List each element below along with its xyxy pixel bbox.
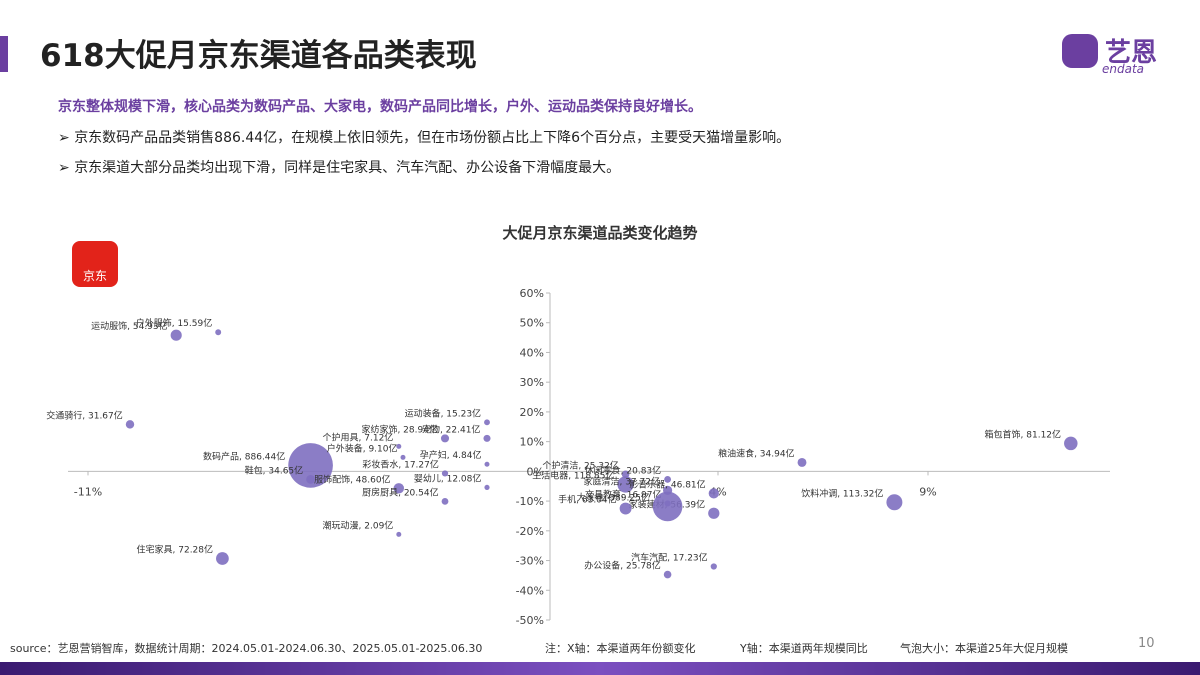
- data-label: 厨房厨具, 20.54亿: [362, 486, 439, 498]
- note: Y轴：本渠道两年规模同比: [740, 642, 868, 655]
- bubble: [288, 443, 333, 488]
- bullet: 京东渠道大部分品类均出现下滑，同样是住宅家具、汽车汽配、办公设备下滑幅度最大。: [58, 157, 620, 177]
- bubble: [125, 420, 135, 429]
- y-tick-label: -10%: [516, 495, 544, 508]
- bubble: [621, 470, 630, 479]
- bubble: [396, 443, 402, 449]
- x-tick-label: 9%: [919, 485, 936, 498]
- page-title: 618大促月京东渠道各品类表现: [40, 38, 477, 74]
- bubble: [170, 329, 182, 341]
- y-tick-label: 20%: [520, 406, 544, 419]
- y-tick-label: -30%: [516, 555, 544, 568]
- data-label: 大家电, 389.25亿: [577, 491, 650, 503]
- data-label: 饮料冲调, 113.32亿: [801, 487, 883, 499]
- bubble: [484, 419, 490, 426]
- data-label: 手机, 63.04亿: [558, 494, 617, 506]
- bubble: [396, 531, 402, 537]
- data-label: 户外装备, 9.10亿: [327, 442, 398, 454]
- bubble: [617, 476, 634, 493]
- bubble: [708, 507, 720, 519]
- page-number: 10: [1138, 636, 1155, 651]
- data-label: 箱包首饰, 81.12亿: [985, 428, 1062, 440]
- y-tick-label: 40%: [520, 346, 544, 359]
- data-label: 运动服饰, 54.93亿: [91, 320, 168, 332]
- bubble: [710, 563, 717, 570]
- data-label: 服饰配饰, 48.60亿: [314, 473, 391, 485]
- x-tick-label: -11%: [74, 485, 102, 498]
- bubble: [216, 552, 229, 565]
- logo-subtext: endata: [1102, 62, 1145, 76]
- bubble: [708, 488, 719, 499]
- data-label: 交通骑行, 31.67亿: [46, 409, 123, 421]
- jd-badge: 京东: [72, 241, 118, 287]
- data-label: 休闲零食, 20.83亿: [585, 464, 662, 476]
- data-label: 家纺家饰, 28.94亿: [361, 423, 438, 435]
- data-label: 生活电器, 118.85亿: [532, 469, 614, 481]
- bubble: [440, 434, 450, 443]
- y-tick-label: 50%: [520, 317, 544, 330]
- bubble: [483, 434, 491, 442]
- data-label: 粮油速食, 34.94亿: [718, 447, 795, 459]
- bubble: [400, 454, 406, 460]
- bubble: [484, 461, 490, 467]
- bubble: [797, 458, 807, 467]
- data-label: 办公设备, 25.78亿: [584, 560, 661, 572]
- bubble: [215, 329, 222, 336]
- data-label: 个护用具, 7.12亿: [323, 431, 394, 443]
- data-label: 户外服饰, 15.59亿: [136, 317, 213, 329]
- data-label: 宠物, 22.41亿: [422, 423, 481, 435]
- bubble: [441, 470, 449, 477]
- source: source：艺恩营销智库，数据统计周期：2024.05.01-2024.06.…: [10, 642, 483, 655]
- bubble: [663, 570, 672, 579]
- data-label: 数码产品, 886.44亿: [203, 450, 285, 462]
- bubble: [393, 483, 405, 494]
- bubble: [619, 502, 632, 515]
- data-label: 影音乐器, 46.81亿: [629, 478, 706, 490]
- bubble: [652, 491, 683, 522]
- chart-title: 大促月京东渠道品类变化趋势: [502, 224, 697, 242]
- bubble: [484, 484, 490, 491]
- data-label: 家庭清洁, 37.72亿: [583, 475, 660, 487]
- data-label: 文具教育, 16.97亿: [585, 488, 662, 500]
- data-label: 婴幼儿, 12.08亿: [414, 472, 482, 484]
- y-tick-label: -20%: [516, 525, 544, 538]
- accent-bar: [0, 36, 8, 72]
- data-label: 孕产妇, 4.84亿: [420, 449, 482, 461]
- data-label: 个护清洁, 25.32亿: [542, 459, 619, 471]
- data-label: 汽车汽配, 17.23亿: [631, 551, 708, 563]
- data-label: 彩妆香水, 17.27亿: [362, 458, 439, 470]
- bullet: 京东数码产品品类销售886.44亿，在规模上依旧领先，但在市场份额占比上下降6个…: [58, 127, 790, 147]
- bottom-band: [0, 662, 1200, 675]
- y-tick-label: -40%: [516, 584, 544, 597]
- note: 气泡大小：本渠道25年大促月规模: [900, 642, 1068, 655]
- bubble: [886, 494, 903, 511]
- data-label: 住宅家具, 72.28亿: [137, 543, 214, 555]
- logo-mark: [1062, 34, 1098, 68]
- logo-text: 艺恩: [1105, 38, 1158, 68]
- bubble: [306, 474, 316, 484]
- y-tick-label: 0%: [527, 465, 544, 478]
- y-tick-label: -50%: [516, 614, 544, 627]
- bubble: [664, 475, 672, 483]
- data-label: 潮玩动漫, 2.09亿: [323, 519, 394, 531]
- y-tick-label: 30%: [520, 376, 544, 389]
- summary: 京东整体规模下滑，核心品类为数码产品、大家电，数码产品同比增长，户外、运动品类保…: [58, 99, 702, 115]
- data-label: 运动装备, 15.23亿: [405, 407, 482, 419]
- bubble: [441, 497, 449, 505]
- y-tick-label: 60%: [520, 287, 544, 300]
- note: 注：X轴：本渠道两年份额变化: [545, 642, 696, 655]
- bubble: [1064, 436, 1078, 451]
- data-label: 鞋包, 34.65亿: [245, 464, 304, 476]
- y-tick-label: 10%: [520, 436, 544, 449]
